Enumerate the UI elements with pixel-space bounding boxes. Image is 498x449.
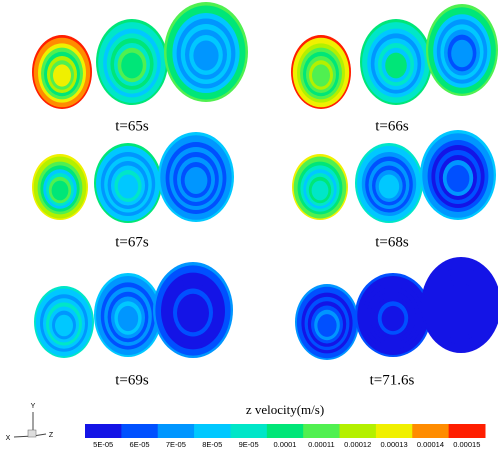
slice-contour [184,167,208,194]
slice-contour [312,64,330,87]
colorbar-label: 7E-05 [166,440,186,449]
panel-label: t=71.6s [370,372,415,388]
slice-contour [317,314,337,337]
slice-contour [385,52,407,79]
panel-label: t=67s [115,234,149,250]
slice-contour [53,64,71,87]
slice-contour [55,314,73,337]
colorbar-label: 0.00012 [344,440,371,449]
colorbar-swatch [339,424,377,438]
colorbar-swatch [375,424,413,438]
axis-label: Z [49,432,54,439]
axis-triad: Y X Z [6,403,54,442]
triad-box [27,429,37,438]
colorbar-title: z velocity(m/s) [246,402,324,417]
colorbar-label: 9E-05 [239,440,259,449]
axis-label: Y [31,403,36,410]
slice-contour [381,305,405,332]
panel-label: t=66s [375,118,409,134]
colorbar-swatch [121,424,159,438]
panel-label: t=68s [375,234,409,250]
colorbar-swatch [303,424,341,438]
colorbar: 5E-05 6E-05 7E-05 8E-05 9E-05 0.0001 0.00011 0.… [85,424,486,449]
colorbar-swatch [85,424,122,438]
slice-contour [117,174,139,199]
slices [32,2,498,360]
colorbar-swatch [194,424,231,438]
colorbar-label: 0.00014 [417,440,444,449]
slice-contour [51,180,69,201]
panel-label: t=65s [115,118,149,134]
axis-label: X [6,435,11,442]
colorbar-swatch [157,424,195,438]
slice-contour [117,305,139,332]
slice-contour [449,294,473,323]
colorbar-label: 5E-05 [93,440,113,449]
colorbar-label: 0.0001 [274,440,297,449]
colorbar-swatch [412,424,450,438]
colorbar-swatch [230,424,268,438]
colorbar-label: 0.00011 [308,440,335,449]
colorbar-label: 0.00013 [381,440,408,449]
slice-contour [311,180,329,201]
slice-contour [181,299,205,328]
colorbar-label: 8E-05 [202,440,222,449]
slice-contour [121,52,143,79]
slice-contour [451,39,473,68]
colorbar-swatch [266,424,304,438]
slice-contour [193,40,219,71]
colorbar-swatch [448,424,486,438]
colorbar-label: 0.00015 [453,440,480,449]
slice-contour [446,165,470,192]
colorbar-label: 6E-05 [130,440,150,449]
panel-label: t=69s [115,372,149,388]
slice-contour [378,174,400,199]
